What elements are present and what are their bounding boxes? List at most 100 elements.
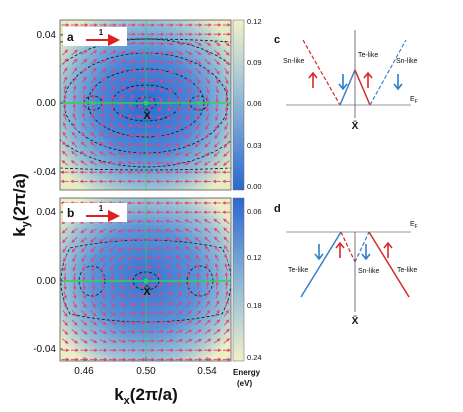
panel-d-spin-down-left [314, 244, 324, 261]
spin-vector [146, 124, 155, 129]
spin-vector [146, 78, 155, 83]
spin-vector [72, 122, 77, 130]
spin-vector [128, 86, 136, 92]
spin-vector [223, 141, 230, 149]
spin-vector [165, 133, 173, 138]
spin-vector [118, 264, 125, 271]
spin-vector [110, 264, 115, 272]
spin-vector [185, 329, 193, 334]
spin-vector [127, 330, 136, 334]
spin-vector [127, 238, 136, 242]
spin-vector [71, 131, 77, 139]
spin-vector [223, 49, 230, 56]
spin-vector [224, 132, 229, 140]
spin-vector [99, 329, 108, 334]
spin-vector [100, 122, 106, 130]
spin-vector [61, 227, 68, 234]
spin-vector [136, 238, 145, 242]
spin-vector [137, 302, 146, 307]
spin-vector [215, 85, 219, 94]
spin-vector [166, 114, 173, 121]
spin-vector [90, 246, 97, 253]
spin-vector [91, 76, 97, 84]
spin-vector [127, 339, 136, 343]
spin-vector [63, 94, 67, 103]
spin-vector [166, 86, 173, 93]
spin-vector [80, 329, 88, 335]
spin-vector [174, 237, 183, 242]
spin-vector [224, 254, 229, 262]
spin-vector [108, 142, 116, 147]
spin-vector [137, 320, 146, 325]
spin-vector [90, 338, 98, 344]
spin-vector [62, 49, 69, 56]
panel-d-spin-up-right [383, 241, 393, 258]
spin-vector [175, 311, 183, 316]
spin-vector [215, 104, 219, 113]
spin-vector [71, 227, 78, 234]
spin-vector [91, 282, 96, 291]
spin-vector [214, 67, 220, 75]
spin-vector [81, 319, 88, 326]
spin-vector [194, 329, 202, 335]
spin-vector [167, 104, 172, 113]
spin-vector [203, 160, 211, 166]
panel-b-frame [59, 197, 232, 362]
spin-vector [167, 272, 172, 281]
spin-vector [205, 300, 210, 308]
spin-vector [175, 329, 184, 334]
spin-vector [109, 330, 117, 334]
spin-vector [80, 151, 88, 157]
spin-vector [71, 319, 78, 326]
spin-vector [195, 113, 200, 122]
spin-vector [128, 78, 136, 82]
spin-vector [90, 329, 98, 335]
spin-vector [62, 67, 68, 75]
spin-vector [185, 132, 192, 139]
spin-vector [165, 237, 174, 242]
spin-vector [223, 218, 230, 225]
spin-vector [71, 141, 78, 148]
spin-vector [214, 49, 221, 56]
spin-vector [215, 263, 219, 271]
spin-vector [185, 254, 192, 262]
colorbar-a-tick-1: 0.09 [247, 58, 262, 67]
spin-vector [213, 40, 221, 47]
spin-vector [127, 321, 136, 325]
spin-vector [205, 272, 210, 281]
spin-vector [205, 104, 210, 113]
spin-vector [147, 96, 155, 101]
spin-vector [81, 122, 87, 130]
spin-vector [175, 41, 184, 46]
spin-vector [224, 94, 229, 104]
panel-c-spin-up-left [308, 71, 318, 88]
spin-vector [62, 131, 68, 139]
y-tick-a-top: 0.04 [37, 30, 57, 41]
spin-vector [194, 132, 201, 139]
spin-vector [175, 68, 183, 74]
spin-vector [82, 282, 86, 291]
spin-vector [213, 338, 221, 344]
spin-vector [108, 228, 116, 233]
spin-vector [166, 291, 173, 298]
spin-vector [175, 246, 183, 252]
spin-vector [174, 228, 183, 233]
spin-vector [213, 218, 221, 224]
colorbar-b-tick-0: 0.06 [247, 207, 262, 216]
spin-vector [118, 301, 126, 307]
spin-vector [224, 104, 229, 113]
spin-vector [91, 112, 96, 121]
panel-c-spin-down-center-left [338, 74, 348, 91]
spin-vector [176, 291, 182, 299]
panel-a-label: a [67, 30, 74, 44]
spin-vector [156, 69, 165, 73]
spin-vector [100, 263, 106, 272]
spin-vector [195, 263, 200, 271]
spin-vector [165, 161, 174, 165]
spin-vector [204, 132, 211, 139]
spin-vector [90, 310, 97, 317]
spin-vector [165, 329, 174, 334]
spin-vector [186, 263, 191, 271]
spin-vector [186, 104, 191, 113]
spin-vector [72, 67, 78, 75]
